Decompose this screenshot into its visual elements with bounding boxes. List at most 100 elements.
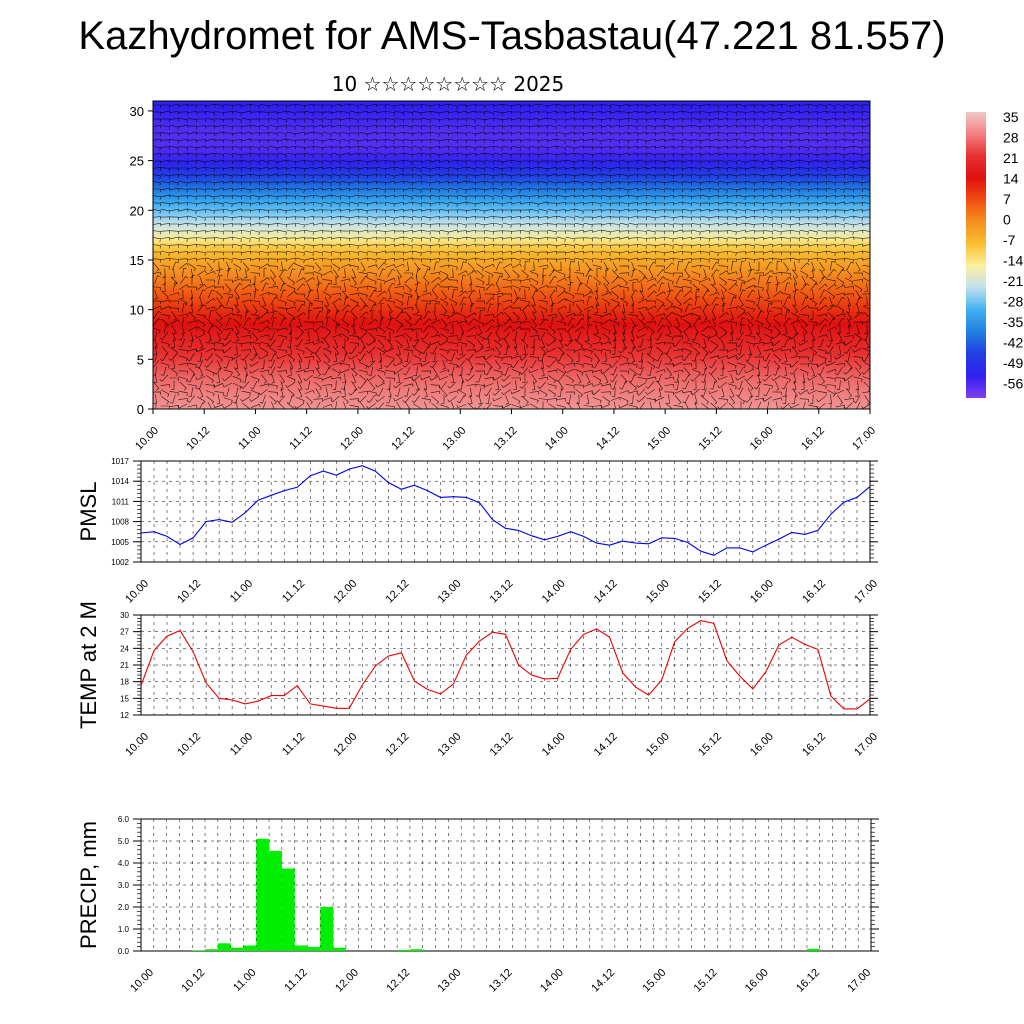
x-tick-label: 15.12: [696, 731, 724, 759]
wind-barb: [421, 117, 431, 123]
x-tick-label: 13.12: [487, 967, 515, 995]
wind-barb: [205, 188, 215, 193]
wind-barb: [529, 139, 539, 143]
wind-barb: [196, 396, 206, 404]
wind-barb: [475, 355, 486, 360]
wind-barb: [628, 314, 638, 319]
wind-barb: [439, 243, 450, 248]
wind-barb: [305, 380, 311, 390]
wind-barb: [547, 188, 557, 193]
wind-barb: [295, 181, 305, 185]
wind-barb: [772, 180, 783, 185]
wind-barb: [448, 201, 458, 207]
wind-barb: [222, 403, 233, 409]
wind-barb: [655, 352, 663, 362]
wind-barb: [313, 174, 323, 179]
wind-barb: [521, 339, 529, 349]
wind-barb: [502, 279, 512, 284]
wind-barb: [178, 331, 185, 341]
wind-barb: [673, 209, 683, 214]
wind-barb: [789, 332, 799, 340]
x-tick-label: 12.12: [389, 425, 417, 453]
colorbar-label: -21: [1003, 273, 1023, 289]
wind-barb: [268, 181, 278, 185]
wind-barb: [835, 181, 845, 185]
wind-barb: [587, 317, 592, 327]
wind-barb: [764, 269, 774, 276]
precip-plot: 0.01.02.03.04.05.06.010.00 10.12 11.00 11.1…: [76, 815, 879, 995]
wind-barb: [214, 153, 224, 158]
wind-barb: [196, 230, 207, 234]
wind-barb: [171, 268, 175, 279]
wind-barb: [153, 181, 161, 186]
wind-barb: [322, 270, 333, 276]
wind-barb: [277, 138, 288, 142]
wind-barb: [691, 181, 701, 186]
wind-barb: [153, 237, 161, 242]
wind-barb: [673, 201, 684, 205]
wind-barb: [484, 188, 495, 192]
wind-barb: [250, 403, 261, 408]
wind-barb: [349, 237, 359, 241]
wind-barb: [483, 402, 492, 409]
wind-barb: [478, 394, 482, 405]
wind-barb: [826, 152, 837, 157]
wind-barb: [465, 374, 475, 382]
wind-barb: [466, 215, 477, 220]
wind-barb: [530, 338, 535, 348]
wind-barb: [340, 173, 350, 179]
wind-barb: [673, 313, 683, 320]
wind-barb: [412, 208, 423, 213]
wind-barb: [807, 389, 818, 395]
wind-barb: [493, 146, 503, 151]
wind-barb: [367, 244, 378, 248]
x-tick-label: 17.00: [852, 731, 880, 759]
wind-barb: [520, 359, 527, 369]
wind-barb: [430, 345, 438, 355]
wind-barb: [674, 380, 679, 390]
wind-barb: [501, 389, 511, 396]
wind-barb: [718, 349, 728, 353]
bar: [281, 868, 295, 951]
wind-barb: [241, 223, 252, 227]
wind-barb: [153, 327, 161, 334]
wind-barb: [834, 354, 845, 360]
wind-barb: [691, 250, 702, 254]
wind-barb: [637, 138, 647, 144]
wind-barb: [532, 296, 536, 307]
wind-barb: [677, 261, 682, 271]
wind-barb: [737, 345, 742, 355]
wind-barb: [376, 187, 386, 193]
wind-barb: [393, 361, 404, 367]
wind-barb: [646, 321, 656, 325]
wind-barb: [637, 187, 648, 192]
wind-barb: [700, 265, 710, 270]
wind-barb: [502, 194, 512, 201]
wind-barb: [730, 373, 734, 384]
wind-barb: [630, 289, 639, 299]
wind-barb: [619, 103, 630, 108]
wind-barb: [223, 244, 233, 248]
wind-barb: [277, 359, 285, 369]
wind-barb: [790, 355, 801, 360]
wind-barb: [629, 381, 637, 391]
wind-barb: [855, 380, 859, 391]
wind-barb: [566, 353, 574, 363]
wind-barb: [467, 402, 475, 409]
wind-barb: [267, 339, 276, 348]
wind-barb: [415, 380, 420, 391]
wind-barb: [664, 194, 675, 199]
wind-barb: [412, 110, 422, 116]
wind-barb: [645, 381, 655, 389]
wind-barb: [495, 317, 499, 328]
wind-barb: [358, 271, 368, 277]
wind-barb: [610, 251, 620, 256]
wind-barb: [583, 201, 594, 206]
wind-barb: [519, 404, 530, 408]
wind-barb: [322, 397, 333, 401]
wind-barb: [439, 188, 449, 193]
wind-barb: [385, 146, 396, 150]
wind-barb: [790, 319, 801, 325]
wind-barb: [199, 296, 203, 307]
wind-barb: [682, 146, 692, 150]
